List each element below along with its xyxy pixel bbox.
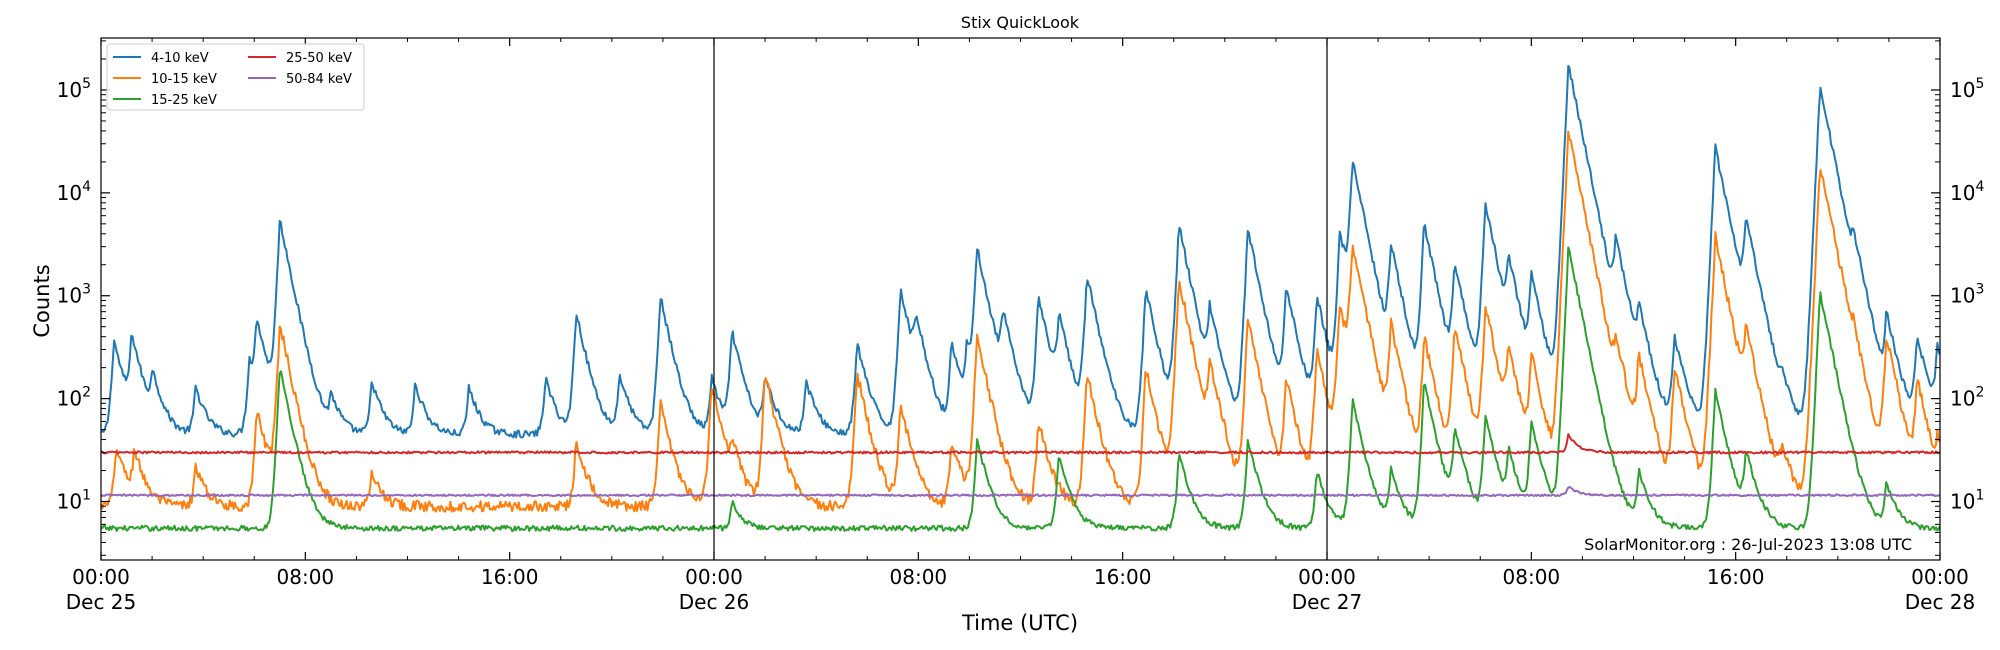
series-line-50-84-keV	[101, 485, 1940, 498]
series-line-10-15-keV	[101, 130, 1940, 513]
legend-label: 25-50 keV	[286, 51, 352, 66]
day-boundaries	[713, 38, 1328, 560]
axis-ticks	[100, 38, 1941, 560]
y-tick-label-left: 104	[57, 179, 91, 205]
y-axis-label: Counts	[30, 264, 54, 337]
x-tick-label-time: 00:00	[72, 565, 130, 589]
x-tick-label-time: 16:00	[1094, 565, 1152, 589]
y-tick-label-right: 102	[1950, 385, 1984, 411]
y-tick-label-right: 103	[1950, 282, 1984, 308]
x-tick-label-time: 00:00	[1911, 565, 1969, 589]
x-axis-label: Time (UTC)	[961, 611, 1078, 635]
y-tick-label-left: 101	[57, 487, 91, 513]
legend-box	[106, 43, 365, 111]
series-line-25-50-keV	[101, 433, 1940, 455]
y-tick-label-right: 101	[1950, 487, 1984, 513]
credit-annotation: SolarMonitor.org : 26-Jul-2023 13:08 UTC	[1584, 535, 1912, 554]
legend-label: 50-84 keV	[286, 72, 352, 87]
x-tick-label-time: 08:00	[277, 565, 335, 589]
legend-label: 15-25 keV	[151, 93, 217, 108]
x-tick-label-time: 08:00	[1503, 565, 1561, 589]
y-tick-label-right: 104	[1950, 179, 1984, 205]
x-tick-label-time: 16:00	[1707, 565, 1765, 589]
y-tick-label-left: 105	[57, 76, 91, 102]
x-tick-label-date: Dec 27	[1292, 590, 1363, 614]
chart-title: Stix QuickLook	[961, 13, 1080, 32]
x-tick-label-time: 00:00	[685, 565, 743, 589]
x-tick-label-time: 08:00	[890, 565, 948, 589]
y-tick-labels: 101 101 102 102 103 103 104 104 105 105	[57, 76, 1985, 514]
series-line-4-10-keV	[101, 64, 1940, 439]
x-tick-label-date: Dec 25	[66, 590, 137, 614]
series-line-15-25-keV	[101, 246, 1940, 532]
x-tick-label-time: 00:00	[1298, 565, 1356, 589]
y-tick-label-left: 102	[57, 385, 91, 411]
x-tick-label-date: Dec 28	[1905, 590, 1976, 614]
y-tick-label-left: 103	[57, 282, 91, 308]
y-tick-label-right: 105	[1950, 76, 1984, 102]
series-group	[101, 64, 1940, 532]
x-tick-label-date: Dec 26	[679, 590, 750, 614]
legend-label: 10-15 keV	[151, 72, 217, 87]
legend: 4-10 keV 10-15 keV 15-25 keV 25-50 keV 50-84…	[106, 43, 365, 111]
legend-label: 4-10 keV	[151, 51, 209, 66]
x-tick-label-time: 16:00	[481, 565, 539, 589]
